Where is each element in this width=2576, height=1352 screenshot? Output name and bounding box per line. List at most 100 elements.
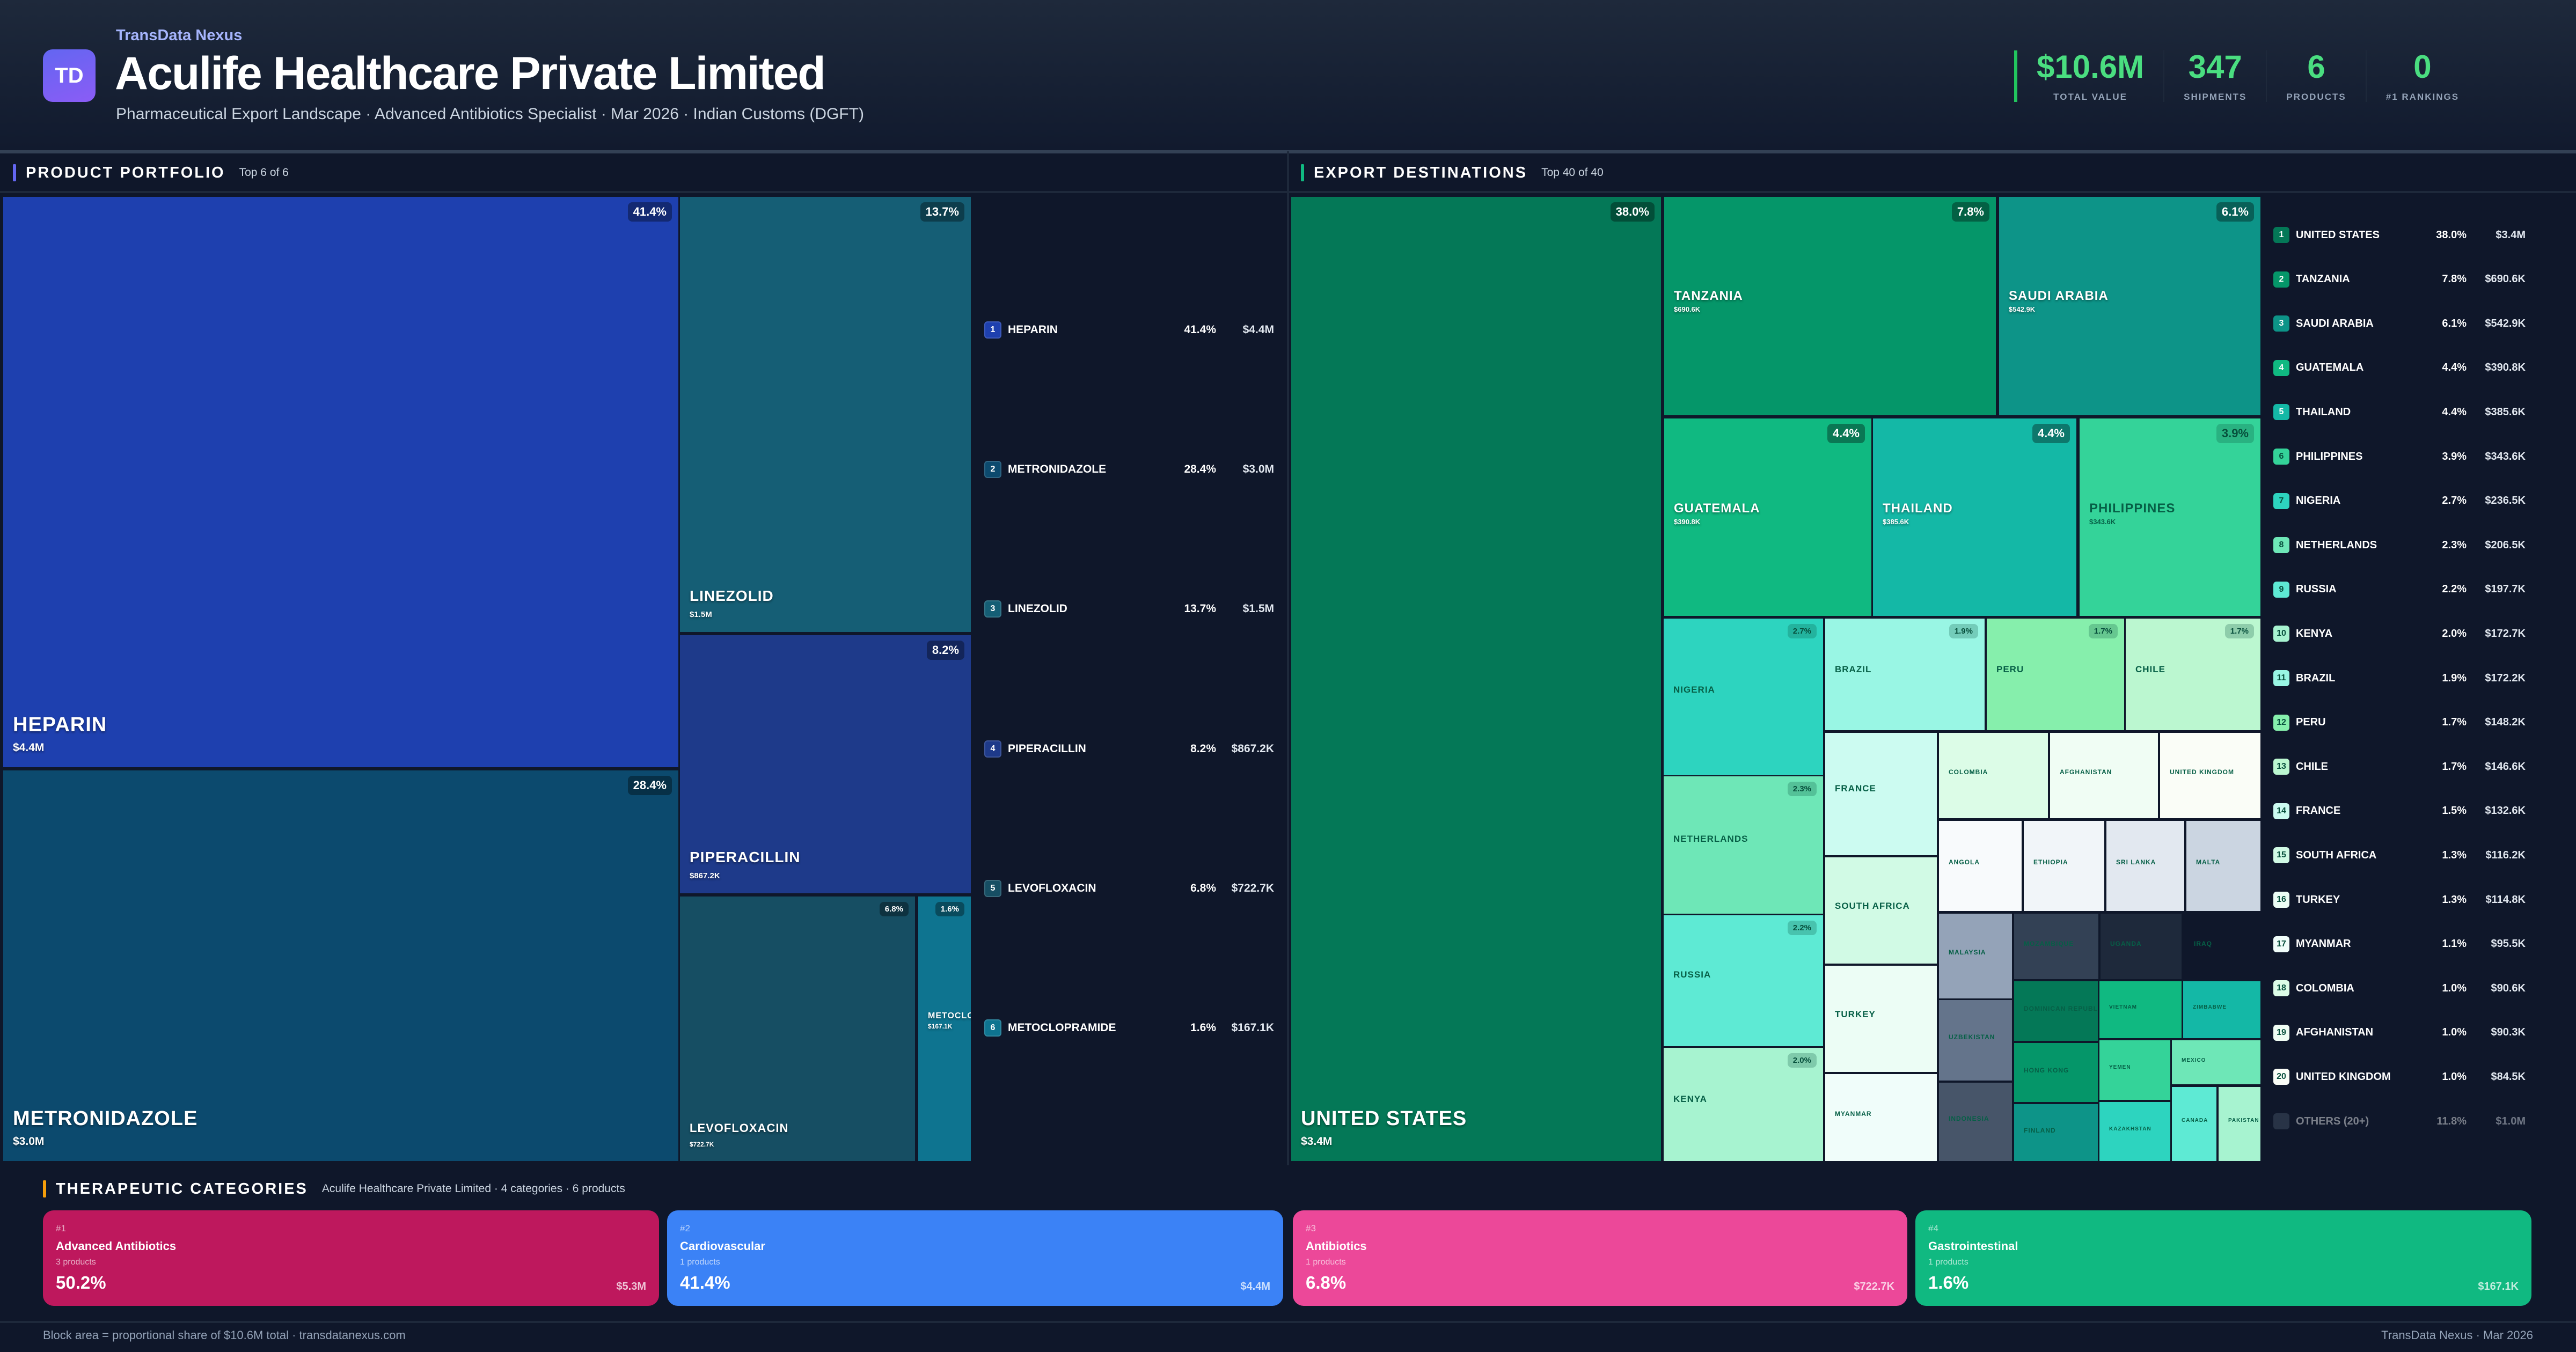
treemap-tile[interactable]: METOCLOP $167.1K 1.6% xyxy=(918,897,971,1161)
product-list-row[interactable]: 5 LEVOFLOXACIN 6.8% $722.7K xyxy=(984,878,1274,899)
treemap-tile[interactable]: MALAYSIA xyxy=(1939,914,2012,998)
category-card[interactable]: #4 Gastrointestinal 1 products 1.6% $167.1K xyxy=(1915,1210,2531,1306)
tile-name: MEXICO xyxy=(2182,1057,2206,1063)
treemap-tile[interactable]: BRAZIL 1.9% xyxy=(1825,619,1985,730)
destination-list-row[interactable]: 1 UNITED STATES 38.0% $3.4M xyxy=(2273,224,2526,246)
treemap-tile[interactable]: PAKISTAN xyxy=(2219,1087,2260,1161)
product-list-row[interactable]: 6 METOCLOPRAMIDE 1.6% $167.1K xyxy=(984,1017,1274,1039)
treemap-tile[interactable]: HEPARIN $4.4M 41.4% xyxy=(3,197,678,767)
destination-name: SOUTH AFRICA xyxy=(2296,849,2377,861)
destination-list-row[interactable]: 9 RUSSIA 2.2% $197.7K xyxy=(2273,579,2526,600)
treemap-tile[interactable]: SAUDI ARABIA $542.9K 6.1% xyxy=(1999,197,2260,415)
destination-list-row[interactable]: 7 NIGERIA 2.7% $236.5K xyxy=(2273,490,2526,512)
tile-name: NETHERLANDS xyxy=(1673,833,1748,844)
destination-value: $114.8K xyxy=(2485,893,2526,906)
treemap-tile[interactable]: SOUTH AFRICA xyxy=(1825,857,1937,964)
treemap-tile[interactable]: CHILE 1.7% xyxy=(2126,619,2260,730)
tile-name: MALAYSIA xyxy=(1949,949,1986,957)
tile-value: $4.4M xyxy=(13,741,45,754)
tile-pct-badge: 38.0% xyxy=(1610,202,1655,222)
destination-pct: 4.4% xyxy=(2442,362,2467,374)
treemap-tile[interactable]: RUSSIA 2.2% xyxy=(1664,915,1823,1046)
treemap-tile[interactable]: HONG KONG xyxy=(2014,1043,2098,1102)
treemap-tile[interactable]: CANADA xyxy=(2172,1087,2216,1161)
treemap-tile[interactable]: INDONESIA xyxy=(1939,1083,2012,1161)
tile-pct-badge: 4.4% xyxy=(2032,424,2070,443)
product-name: HEPARIN xyxy=(1008,324,1058,336)
destination-list-row[interactable]: 19 AFGHANISTAN 1.0% $90.3K xyxy=(2273,1022,2526,1044)
destination-list-row[interactable]: 5 THAILAND 4.4% $385.6K xyxy=(2273,401,2526,423)
treemap-tile[interactable]: IRAQ xyxy=(2184,914,2260,979)
tile-pct-badge: 2.3% xyxy=(1787,782,1817,796)
rank-badge: 4 xyxy=(984,740,1001,758)
treemap-tile[interactable]: VIETNAM xyxy=(2099,981,2182,1038)
destination-list-row[interactable]: 15 SOUTH AFRICA 1.3% $116.2K xyxy=(2273,844,2526,866)
product-portfolio-header: PRODUCT PORTFOLIO Top 6 of 6 xyxy=(13,161,289,185)
destination-list-row[interactable]: 11 BRAZIL 1.9% $172.2K xyxy=(2273,667,2526,689)
tile-name: PHILIPPINES xyxy=(2089,501,2176,516)
rank-badge: 13 xyxy=(2273,759,2289,775)
section-title: THERAPEUTIC CATEGORIES xyxy=(56,1180,308,1197)
tile-name: UZBEKISTAN xyxy=(1949,1033,1995,1041)
treemap-tile[interactable]: THAILAND $385.6K 4.4% xyxy=(1873,418,2076,616)
product-list-row[interactable]: 4 PIPERACILLIN 8.2% $867.2K xyxy=(984,738,1274,760)
treemap-tile[interactable]: MOZAMBIQUE xyxy=(2014,914,2098,979)
product-list-row[interactable]: 2 METRONIDAZOLE 28.4% $3.0M xyxy=(984,459,1274,480)
treemap-tile[interactable]: NETHERLANDS 2.3% xyxy=(1664,776,1823,914)
treemap-tile[interactable]: MALTA xyxy=(2186,821,2260,911)
product-value: $167.1K xyxy=(1231,1022,1274,1034)
destination-list-row[interactable]: 13 CHILE 1.7% $146.6K xyxy=(2273,756,2526,777)
treemap-tile[interactable]: LINEZOLID $1.5M 13.7% xyxy=(680,197,971,632)
rank-badge: 6 xyxy=(2273,449,2289,465)
treemap-tile[interactable]: PERU 1.7% xyxy=(1987,619,2124,730)
category-pct: 6.8% xyxy=(1306,1273,1346,1292)
product-list-row[interactable]: 3 LINEZOLID 13.7% $1.5M xyxy=(984,598,1274,620)
tile-name: HEPARIN xyxy=(13,714,107,736)
treemap-tile[interactable]: PHILIPPINES $343.6K 3.9% xyxy=(2080,418,2260,616)
destination-list-row[interactable]: 4 GUATEMALA 4.4% $390.8K xyxy=(2273,357,2526,379)
treemap-tile[interactable]: UNITED STATES $3.4M 38.0% xyxy=(1291,197,1661,1161)
treemap-tile[interactable]: COLOMBIA xyxy=(1939,733,2048,818)
treemap-tile[interactable]: MEXICO xyxy=(2172,1040,2260,1084)
destination-list-row[interactable]: 17 MYANMAR 1.1% $95.5K xyxy=(2273,934,2526,955)
treemap-tile[interactable]: UZBEKISTAN xyxy=(1939,1000,2012,1081)
destination-list-row[interactable]: 10 KENYA 2.0% $172.7K xyxy=(2273,623,2526,644)
treemap-tile[interactable]: LEVOFLOXACIN $722.7K 6.8% xyxy=(680,897,915,1161)
treemap-tile[interactable]: UGANDA xyxy=(2101,914,2182,979)
destination-list-row[interactable]: OTHERS (20+) 11.8% $1.0M xyxy=(2273,1111,2526,1132)
destination-list-row[interactable]: 2 TANZANIA 7.8% $690.6K xyxy=(2273,269,2526,290)
treemap-tile[interactable]: PIPERACILLIN $867.2K 8.2% xyxy=(680,635,971,893)
destination-list-row[interactable]: 18 COLOMBIA 1.0% $90.6K xyxy=(2273,978,2526,999)
destination-list-row[interactable]: 6 PHILIPPINES 3.9% $343.6K xyxy=(2273,446,2526,467)
treemap-tile[interactable]: ETHIOPIA xyxy=(2024,821,2104,911)
treemap-tile[interactable]: FRANCE xyxy=(1825,733,1937,855)
category-card[interactable]: #2 Cardiovascular 1 products 41.4% $4.4M xyxy=(667,1210,1283,1306)
treemap-tile[interactable]: AFGHANISTAN xyxy=(2050,733,2158,818)
treemap-tile[interactable]: ANGOLA xyxy=(1939,821,2022,911)
destination-list-row[interactable]: 16 TURKEY 1.3% $114.8K xyxy=(2273,889,2526,910)
treemap-tile[interactable]: FINLAND xyxy=(2014,1104,2098,1161)
treemap-tile[interactable]: DOMINICAN REPUBLIC xyxy=(2014,981,2098,1041)
treemap-tile[interactable]: KAZAKHSTAN xyxy=(2099,1102,2170,1161)
treemap-tile[interactable]: MYANMAR xyxy=(1825,1074,1937,1161)
destination-list-row[interactable]: 3 SAUDI ARABIA 6.1% $542.9K xyxy=(2273,313,2526,334)
treemap-tile[interactable]: SRI LANKA xyxy=(2106,821,2184,911)
treemap-tile[interactable]: NIGERIA 2.7% xyxy=(1664,619,1823,775)
destination-list-row[interactable]: 8 NETHERLANDS 2.3% $206.5K xyxy=(2273,534,2526,556)
category-card[interactable]: #1 Advanced Antibiotics 3 products 50.2% $5.… xyxy=(43,1210,659,1306)
treemap-tile[interactable]: GUATEMALA $390.8K 4.4% xyxy=(1664,418,1871,616)
treemap-tile[interactable]: TURKEY xyxy=(1825,966,1937,1072)
treemap-tile[interactable]: TANZANIA $690.6K 7.8% xyxy=(1664,197,1996,415)
destination-list-row[interactable]: 12 PERU 1.7% $148.2K xyxy=(2273,712,2526,733)
treemap-tile[interactable]: KENYA 2.0% xyxy=(1664,1048,1823,1161)
rank-badge: 8 xyxy=(2273,537,2289,554)
treemap-tile[interactable]: UNITED KINGDOM xyxy=(2160,733,2260,818)
treemap-tile[interactable]: METRONIDAZOLE $3.0M 28.4% xyxy=(3,770,678,1161)
destination-list-row[interactable]: 14 FRANCE 1.5% $132.6K xyxy=(2273,800,2526,822)
treemap-tile[interactable]: YEMEN xyxy=(2099,1040,2170,1100)
destination-list-row[interactable]: 20 UNITED KINGDOM 1.0% $84.5K xyxy=(2273,1066,2526,1088)
product-list-row[interactable]: 1 HEPARIN 41.4% $4.4M xyxy=(984,319,1274,341)
treemap-tile[interactable]: ZIMBABWE xyxy=(2183,981,2260,1038)
category-card[interactable]: #3 Antibiotics 1 products 6.8% $722.7K xyxy=(1293,1210,1907,1306)
tile-name: PERU xyxy=(1996,664,2024,675)
